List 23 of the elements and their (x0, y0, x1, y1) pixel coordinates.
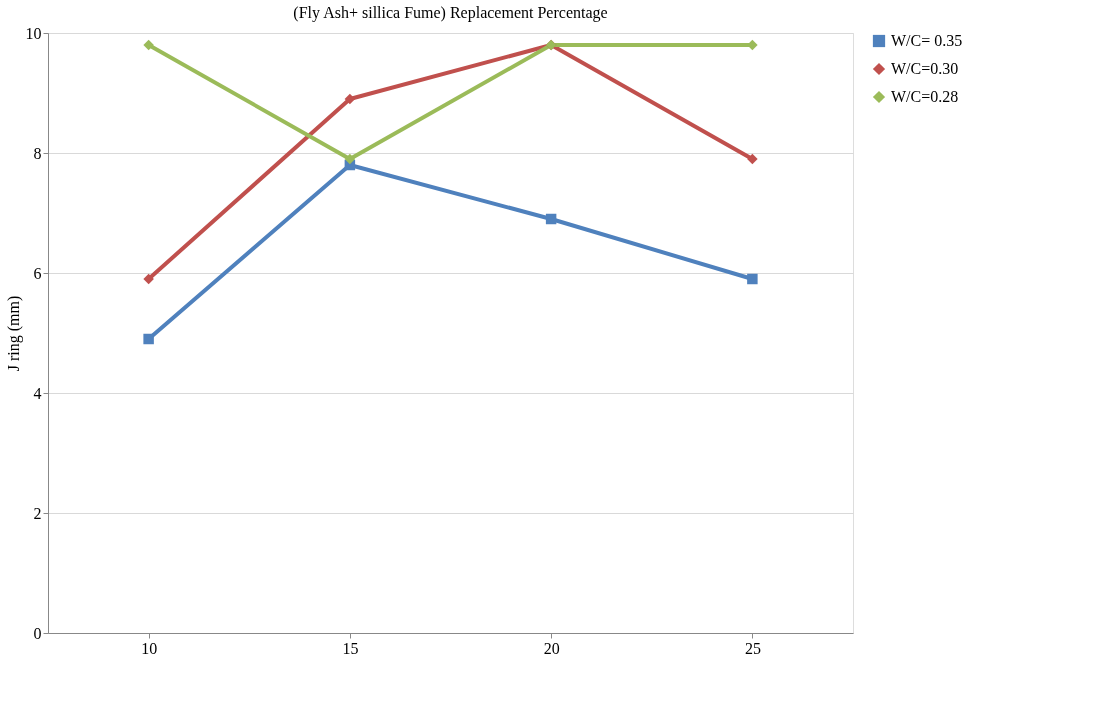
y-axis-title: J ring (mm) (4, 295, 23, 372)
y-tick-label: 4 (33, 384, 42, 402)
x-tick-label: 25 (744, 639, 761, 657)
y-tick-label: 8 (33, 144, 42, 162)
point (747, 153, 758, 165)
legend-label: W/C=0.30 (891, 60, 959, 77)
y-tick-label: 10 (25, 24, 42, 42)
point (143, 39, 154, 51)
chart-title: (Fly Ash+ sillica Fume) Replacement Percentage (293, 4, 608, 22)
x-tick-label: 20 (543, 639, 560, 657)
legend-label: W/C=0.28 (891, 88, 959, 105)
point (545, 213, 557, 225)
point (344, 153, 356, 165)
point (747, 273, 758, 285)
point (143, 273, 154, 285)
x-tick-label: 10 (141, 639, 158, 657)
y-tick-label: 0 (33, 624, 42, 642)
point (344, 93, 356, 105)
point (143, 333, 154, 345)
y-tick-label: 2 (33, 504, 42, 522)
legend-label: W/C= 0.35 (891, 32, 963, 49)
y-tick-label: 6 (33, 264, 42, 282)
x-tick-label: 15 (342, 639, 359, 657)
